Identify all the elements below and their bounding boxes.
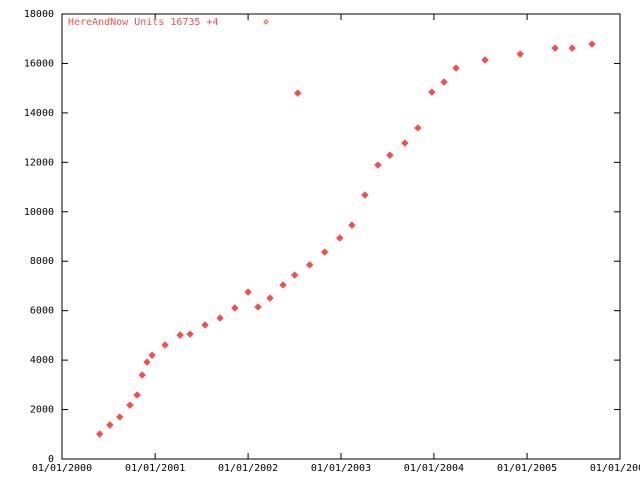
y-tick-label: 0 <box>48 454 54 465</box>
point <box>216 314 224 322</box>
x-tick-label: 01/01/2005 <box>497 463 557 474</box>
y-tick-label: 12000 <box>24 157 54 168</box>
point <box>201 321 209 329</box>
point <box>294 89 302 97</box>
point <box>231 304 239 312</box>
point <box>428 88 436 96</box>
point <box>348 221 356 229</box>
point <box>440 78 448 86</box>
point <box>481 56 489 64</box>
y-tick-label: 4000 <box>30 355 54 366</box>
point <box>279 281 287 289</box>
point <box>143 358 151 366</box>
y-tick-label: 8000 <box>30 256 54 267</box>
point <box>374 161 382 169</box>
point <box>568 44 576 52</box>
y-tick-label: 6000 <box>30 306 54 317</box>
point <box>254 303 262 311</box>
point <box>361 191 369 199</box>
point <box>133 391 141 399</box>
y-tick-label: 2000 <box>30 405 54 416</box>
point <box>452 64 460 72</box>
point <box>176 331 184 339</box>
point <box>401 139 409 147</box>
y-tick-label: 18000 <box>24 9 54 20</box>
point <box>386 151 394 159</box>
y-tick-label: 14000 <box>24 108 54 119</box>
point <box>161 341 169 349</box>
y-tick-label: 10000 <box>24 207 54 218</box>
point <box>138 371 146 379</box>
legend-marker <box>263 19 269 25</box>
point <box>244 288 252 296</box>
y-tick-label: 16000 <box>24 58 54 69</box>
point <box>186 330 194 338</box>
x-tick-label: 01/01/2006 <box>590 463 640 474</box>
point <box>321 248 329 256</box>
point <box>126 401 134 409</box>
x-tick-label: 01/01/2001 <box>125 463 185 474</box>
x-tick-label: 01/01/2004 <box>404 463 464 474</box>
point <box>516 50 524 58</box>
point <box>551 44 559 52</box>
point <box>336 234 344 242</box>
point <box>305 261 314 269</box>
point <box>148 351 156 359</box>
x-tick-label: 01/01/2000 <box>32 463 92 474</box>
point <box>95 430 104 438</box>
point <box>266 294 274 302</box>
point <box>106 421 114 429</box>
legend-label: HereAndNow Units 16735 +4 <box>68 17 219 28</box>
x-tick-label: 01/01/2003 <box>311 463 371 474</box>
point <box>414 124 422 132</box>
point <box>116 413 124 421</box>
point <box>290 271 299 279</box>
point <box>588 40 596 48</box>
x-tick-label: 01/01/2002 <box>218 463 278 474</box>
